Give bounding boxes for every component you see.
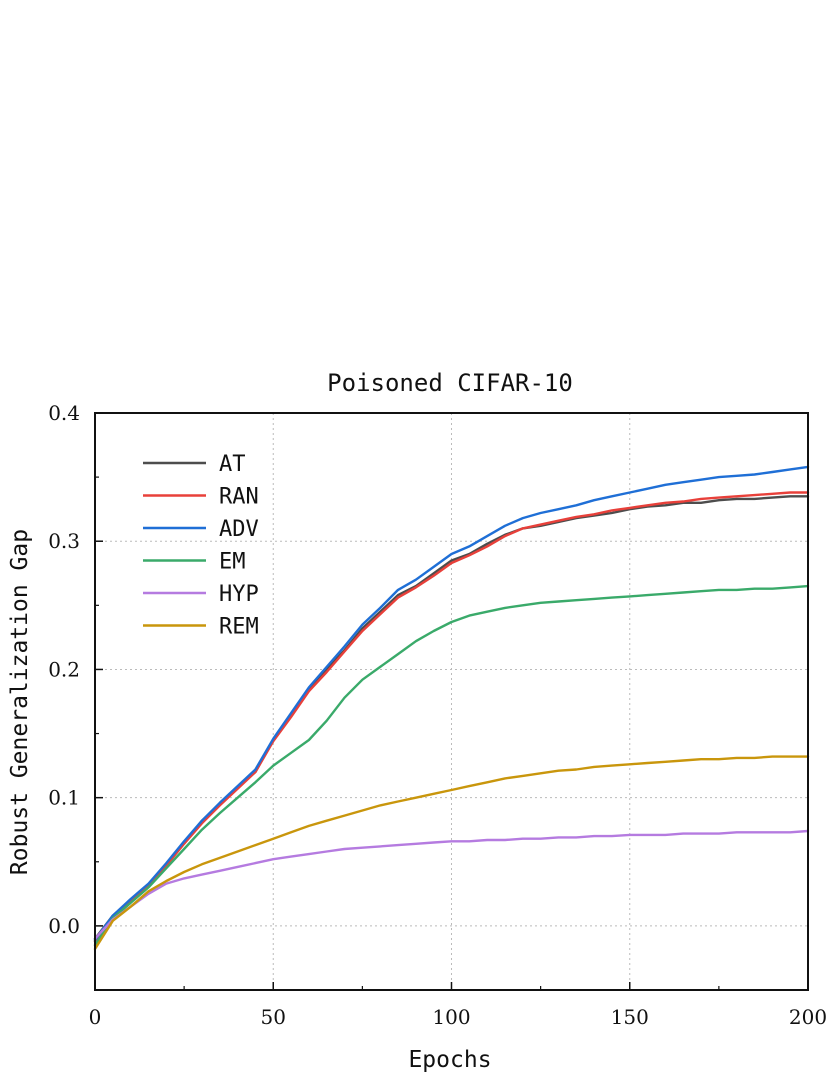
x-axis-label: Epochs [408, 1047, 491, 1073]
x-tick-label: 50 [261, 1005, 286, 1029]
chart-title: Poisoned CIFAR-10 [327, 369, 573, 397]
legend-label-adv: ADV [219, 517, 259, 542]
grid-lines [95, 413, 808, 990]
y-tick-label: 0.4 [48, 401, 80, 425]
x-tick-label: 100 [432, 1005, 470, 1029]
y-tick-label: 0.2 [48, 657, 80, 681]
legend-label-ran: RAN [219, 485, 259, 510]
series-line-rem [93, 755, 810, 951]
legend-label-at: AT [219, 452, 246, 477]
y-tick-label: 0.3 [48, 529, 80, 553]
series-line-hyp [93, 829, 810, 940]
x-tick-label: 200 [789, 1005, 827, 1029]
x-tick-label: 0 [89, 1005, 102, 1029]
x-tick-label: 150 [611, 1005, 649, 1029]
legend: AT RAN ADV EM HYP REM [143, 452, 259, 640]
axis-ticks: 0 50 100 150 200 0.0 0.1 0.2 0.3 0.4 [48, 401, 827, 1029]
legend-label-hyp: HYP [219, 582, 259, 607]
y-axis-label: Robust Generalization Gap [7, 529, 33, 875]
y-tick-label: 0.0 [48, 914, 80, 938]
y-tick-label: 0.1 [48, 786, 80, 810]
series-line-em [93, 584, 810, 947]
series-lines [93, 465, 810, 951]
series-line-adv [93, 465, 810, 942]
series-line-ran [93, 491, 810, 943]
legend-label-em: EM [219, 550, 246, 575]
legend-label-rem: REM [219, 615, 259, 640]
